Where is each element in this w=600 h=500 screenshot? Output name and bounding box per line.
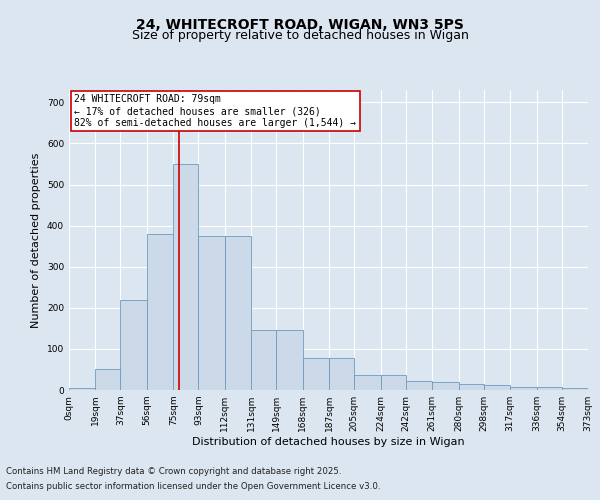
Text: 24 WHITECROFT ROAD: 79sqm
← 17% of detached houses are smaller (326)
82% of semi: 24 WHITECROFT ROAD: 79sqm ← 17% of detac…	[74, 94, 356, 128]
Bar	[432, 382, 458, 390]
Bar	[225, 236, 251, 390]
X-axis label: Distribution of detached houses by size in Wigan: Distribution of detached houses by size …	[192, 437, 465, 447]
Text: 24, WHITECROFT ROAD, WIGAN, WN3 5PS: 24, WHITECROFT ROAD, WIGAN, WN3 5PS	[136, 18, 464, 32]
Bar	[147, 234, 173, 390]
Bar	[484, 385, 510, 390]
Bar	[199, 236, 225, 390]
Bar	[536, 386, 562, 390]
Bar	[406, 381, 432, 390]
Bar	[510, 386, 536, 390]
Text: Contains HM Land Registry data © Crown copyright and database right 2025.: Contains HM Land Registry data © Crown c…	[6, 467, 341, 476]
Bar	[329, 358, 354, 390]
Y-axis label: Number of detached properties: Number of detached properties	[31, 152, 41, 328]
Bar	[458, 384, 484, 390]
Bar	[562, 388, 588, 390]
Bar	[95, 368, 121, 390]
Bar	[380, 375, 406, 390]
Bar	[303, 358, 329, 390]
Bar	[173, 164, 199, 390]
Bar	[354, 375, 380, 390]
Bar	[251, 330, 277, 390]
Text: Size of property relative to detached houses in Wigan: Size of property relative to detached ho…	[131, 30, 469, 43]
Bar	[121, 300, 147, 390]
Bar	[277, 330, 303, 390]
Text: Contains public sector information licensed under the Open Government Licence v3: Contains public sector information licen…	[6, 482, 380, 491]
Bar	[69, 388, 95, 390]
